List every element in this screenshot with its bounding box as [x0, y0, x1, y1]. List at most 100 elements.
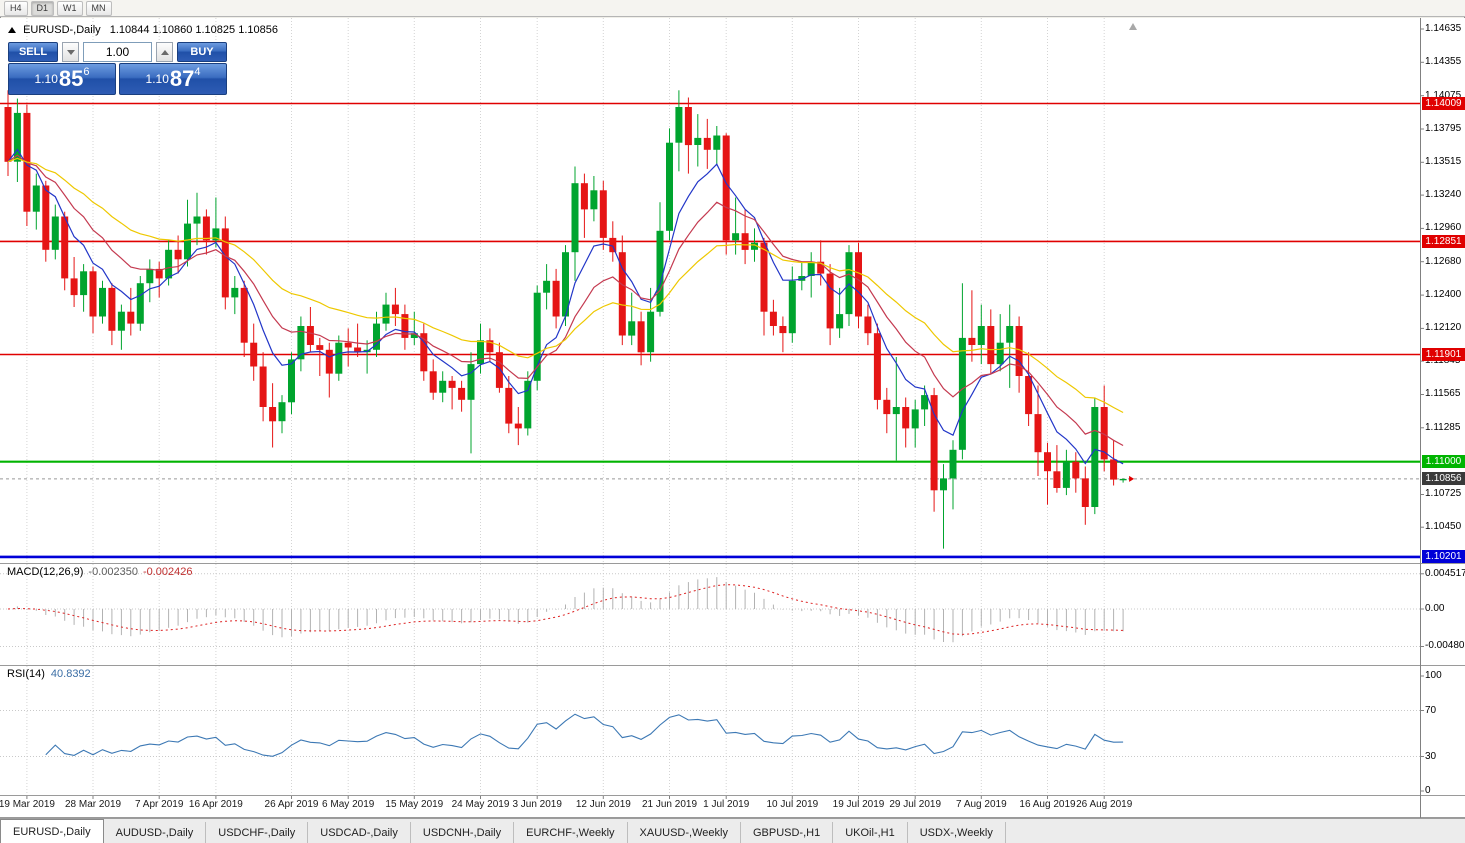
macd-indicator-label: MACD(12,26,9) -0.002350 -0.002426 [7, 566, 193, 578]
date-label: 19 Jul 2019 [832, 799, 885, 810]
date-label: 24 May 2019 [451, 799, 510, 810]
macd-scale-tick: 0.00 [1425, 603, 1445, 614]
date-label: 7 Aug 2019 [956, 799, 1007, 810]
date-label: 26 Aug 2019 [1076, 799, 1133, 810]
rsi-scale-tick: 0 [1425, 785, 1431, 796]
date-label: 19 Mar 2019 [0, 799, 55, 810]
rsi-scale-tick: 70 [1425, 704, 1437, 716]
symbol-tab[interactable]: AUDUSD-,Daily [104, 822, 207, 843]
timeframe-button-w1[interactable]: W1 [57, 0, 83, 16]
price-line-label: 1.11000 [1422, 455, 1465, 469]
chart-symbol-period: EURUSD-,Daily [23, 24, 101, 36]
date-label: 7 Apr 2019 [135, 799, 184, 810]
volume-down-icon [66, 49, 75, 55]
price-scale-tick: 1.10450 [1425, 521, 1462, 533]
chart-title: EURUSD-,Daily 1.10844 1.10860 1.10825 1.… [8, 24, 278, 36]
price-scale-tick: 1.13240 [1425, 189, 1462, 201]
price-scale-tick: 1.14635 [1425, 23, 1462, 34]
macd-scale-tick: -0.004806 [1425, 640, 1465, 652]
macd-main-value: -0.002350 [88, 566, 138, 578]
price-scale-tick: 1.12120 [1425, 322, 1462, 334]
rsi-indicator-label: RSI(14) 40.8392 [7, 668, 91, 680]
date-label: 12 Jun 2019 [575, 799, 631, 810]
volume-input[interactable] [83, 42, 152, 62]
price-scale-tick: 1.10725 [1425, 488, 1462, 500]
price-line-label: 1.14009 [1422, 97, 1465, 111]
date-label: 1 Jul 2019 [703, 799, 750, 810]
date-label: 16 Apr 2019 [188, 799, 243, 810]
buy-button-label: BUY [190, 46, 214, 58]
macd-scale-tick: 0.004517 [1425, 567, 1465, 579]
sell-price-main: 1.10 [34, 72, 58, 86]
symbol-tab[interactable]: XAUUSD-,Weekly [628, 822, 741, 843]
symbol-tab[interactable]: USDCHF-,Daily [206, 822, 309, 843]
buy-price-main: 1.10 [145, 72, 169, 86]
macd-signal-value: -0.002426 [142, 566, 193, 578]
symbol-tab[interactable]: USDCAD-,Daily [308, 822, 411, 843]
price-scale[interactable]: 1.14635 1.14355 1.14075 1.13795 1.13515 1.132… [1421, 18, 1465, 818]
volume-up-icon [160, 49, 169, 55]
buy-button[interactable]: BUY [177, 42, 227, 62]
price-scale-tick: 1.13515 [1425, 156, 1462, 168]
price-scale-tick: 1.11285 [1425, 421, 1461, 433]
bid-price-label: 1.10856 [1422, 472, 1465, 486]
one-click-trading-panel: SELL BUY 1.10 85 6 1.10 87 4 [8, 42, 227, 95]
horizontal-lines-layer[interactable] [0, 102, 1420, 559]
price-scale-tick: 1.14355 [1425, 56, 1462, 68]
price-chart-canvas[interactable] [0, 0, 1465, 818]
symbol-tab[interactable]: EURCHF-,Weekly [514, 822, 628, 843]
last-price-marker-icon [1129, 475, 1135, 482]
timeframe-button-h4[interactable]: H4 [4, 0, 28, 16]
date-label: 21 Jun 2019 [641, 799, 698, 810]
moving-average-7 [7, 148, 1124, 465]
date-label: 28 Mar 2019 [64, 799, 122, 810]
window-marker-icon [8, 27, 16, 33]
date-label: 29 Jul 2019 [889, 799, 942, 810]
date-label: 6 May 2019 [322, 799, 375, 810]
rsi-value: 40.8392 [50, 668, 91, 680]
chart-background [0, 18, 1465, 818]
symbol-tab[interactable]: USDX-,Weekly [908, 822, 1006, 843]
price-scale-tick: 1.11565 [1425, 388, 1461, 400]
time-scale[interactable]: 19 Mar 2019 28 Mar 2019 7 Apr 2019 16 Apr 2… [0, 796, 1420, 818]
price-line-label: 1.12851 [1422, 234, 1465, 248]
price-scale-tick: 1.12680 [1425, 255, 1462, 267]
symbol-tabs-bar: EURUSD-,Daily AUDUSD-,Daily USDCHF-,Daily U… [0, 818, 1465, 843]
sell-price-big: 85 [58, 66, 84, 91]
symbol-tab[interactable]: USDCNH-,Daily [411, 822, 515, 843]
chart-ohlc-values: 1.10844 1.10860 1.10825 1.10856 [109, 24, 278, 36]
date-label: 15 May 2019 [385, 799, 444, 810]
volume-decrease-button[interactable] [62, 42, 79, 62]
timeframe-button-d1[interactable]: D1 [30, 0, 55, 16]
volume-increase-button[interactable] [156, 42, 173, 62]
timeframe-button-mn[interactable]: MN [85, 0, 112, 16]
macd-layer [7, 577, 1124, 643]
price-scale-tick: 1.13795 [1425, 123, 1462, 134]
buy-price-sup: 4 [194, 66, 201, 78]
price-line-label: 1.11901 [1422, 347, 1465, 361]
symbol-tab[interactable]: GBPUSD-,H1 [741, 822, 834, 843]
moving-average-14 [7, 154, 1124, 447]
sell-button[interactable]: SELL [8, 42, 58, 62]
candles-layer [4, 90, 1127, 549]
macd-name: MACD(12,26,9) [7, 566, 84, 578]
period-toolbar: H4 D1 W1 MN [0, 0, 1465, 17]
date-label: 3 Jun 2019 [512, 799, 562, 810]
buy-price-button[interactable]: 1.10 87 4 [119, 63, 227, 95]
symbol-tab[interactable]: UKOil-,H1 [833, 822, 908, 843]
price-scale-tick: 1.14075 [1425, 89, 1462, 101]
grid-layer [26, 18, 1105, 799]
price-line-label: 1.10201 [1422, 550, 1465, 564]
price-scale-tick: 1.12960 [1425, 222, 1462, 234]
sell-price-button[interactable]: 1.10 85 6 [8, 63, 116, 95]
price-scale-tick: 1.12400 [1425, 289, 1462, 301]
symbol-tab[interactable]: EURUSD-,Daily [0, 819, 104, 843]
moving-average-28 [7, 157, 1124, 414]
macd-signal-line [7, 584, 1124, 635]
rsi-line [45, 713, 1124, 757]
chart-shift-marker-icon[interactable] [1129, 23, 1137, 30]
sell-button-label: SELL [18, 46, 48, 58]
date-label: 26 Apr 2019 [264, 799, 319, 810]
rsi-name: RSI(14) [7, 668, 45, 680]
